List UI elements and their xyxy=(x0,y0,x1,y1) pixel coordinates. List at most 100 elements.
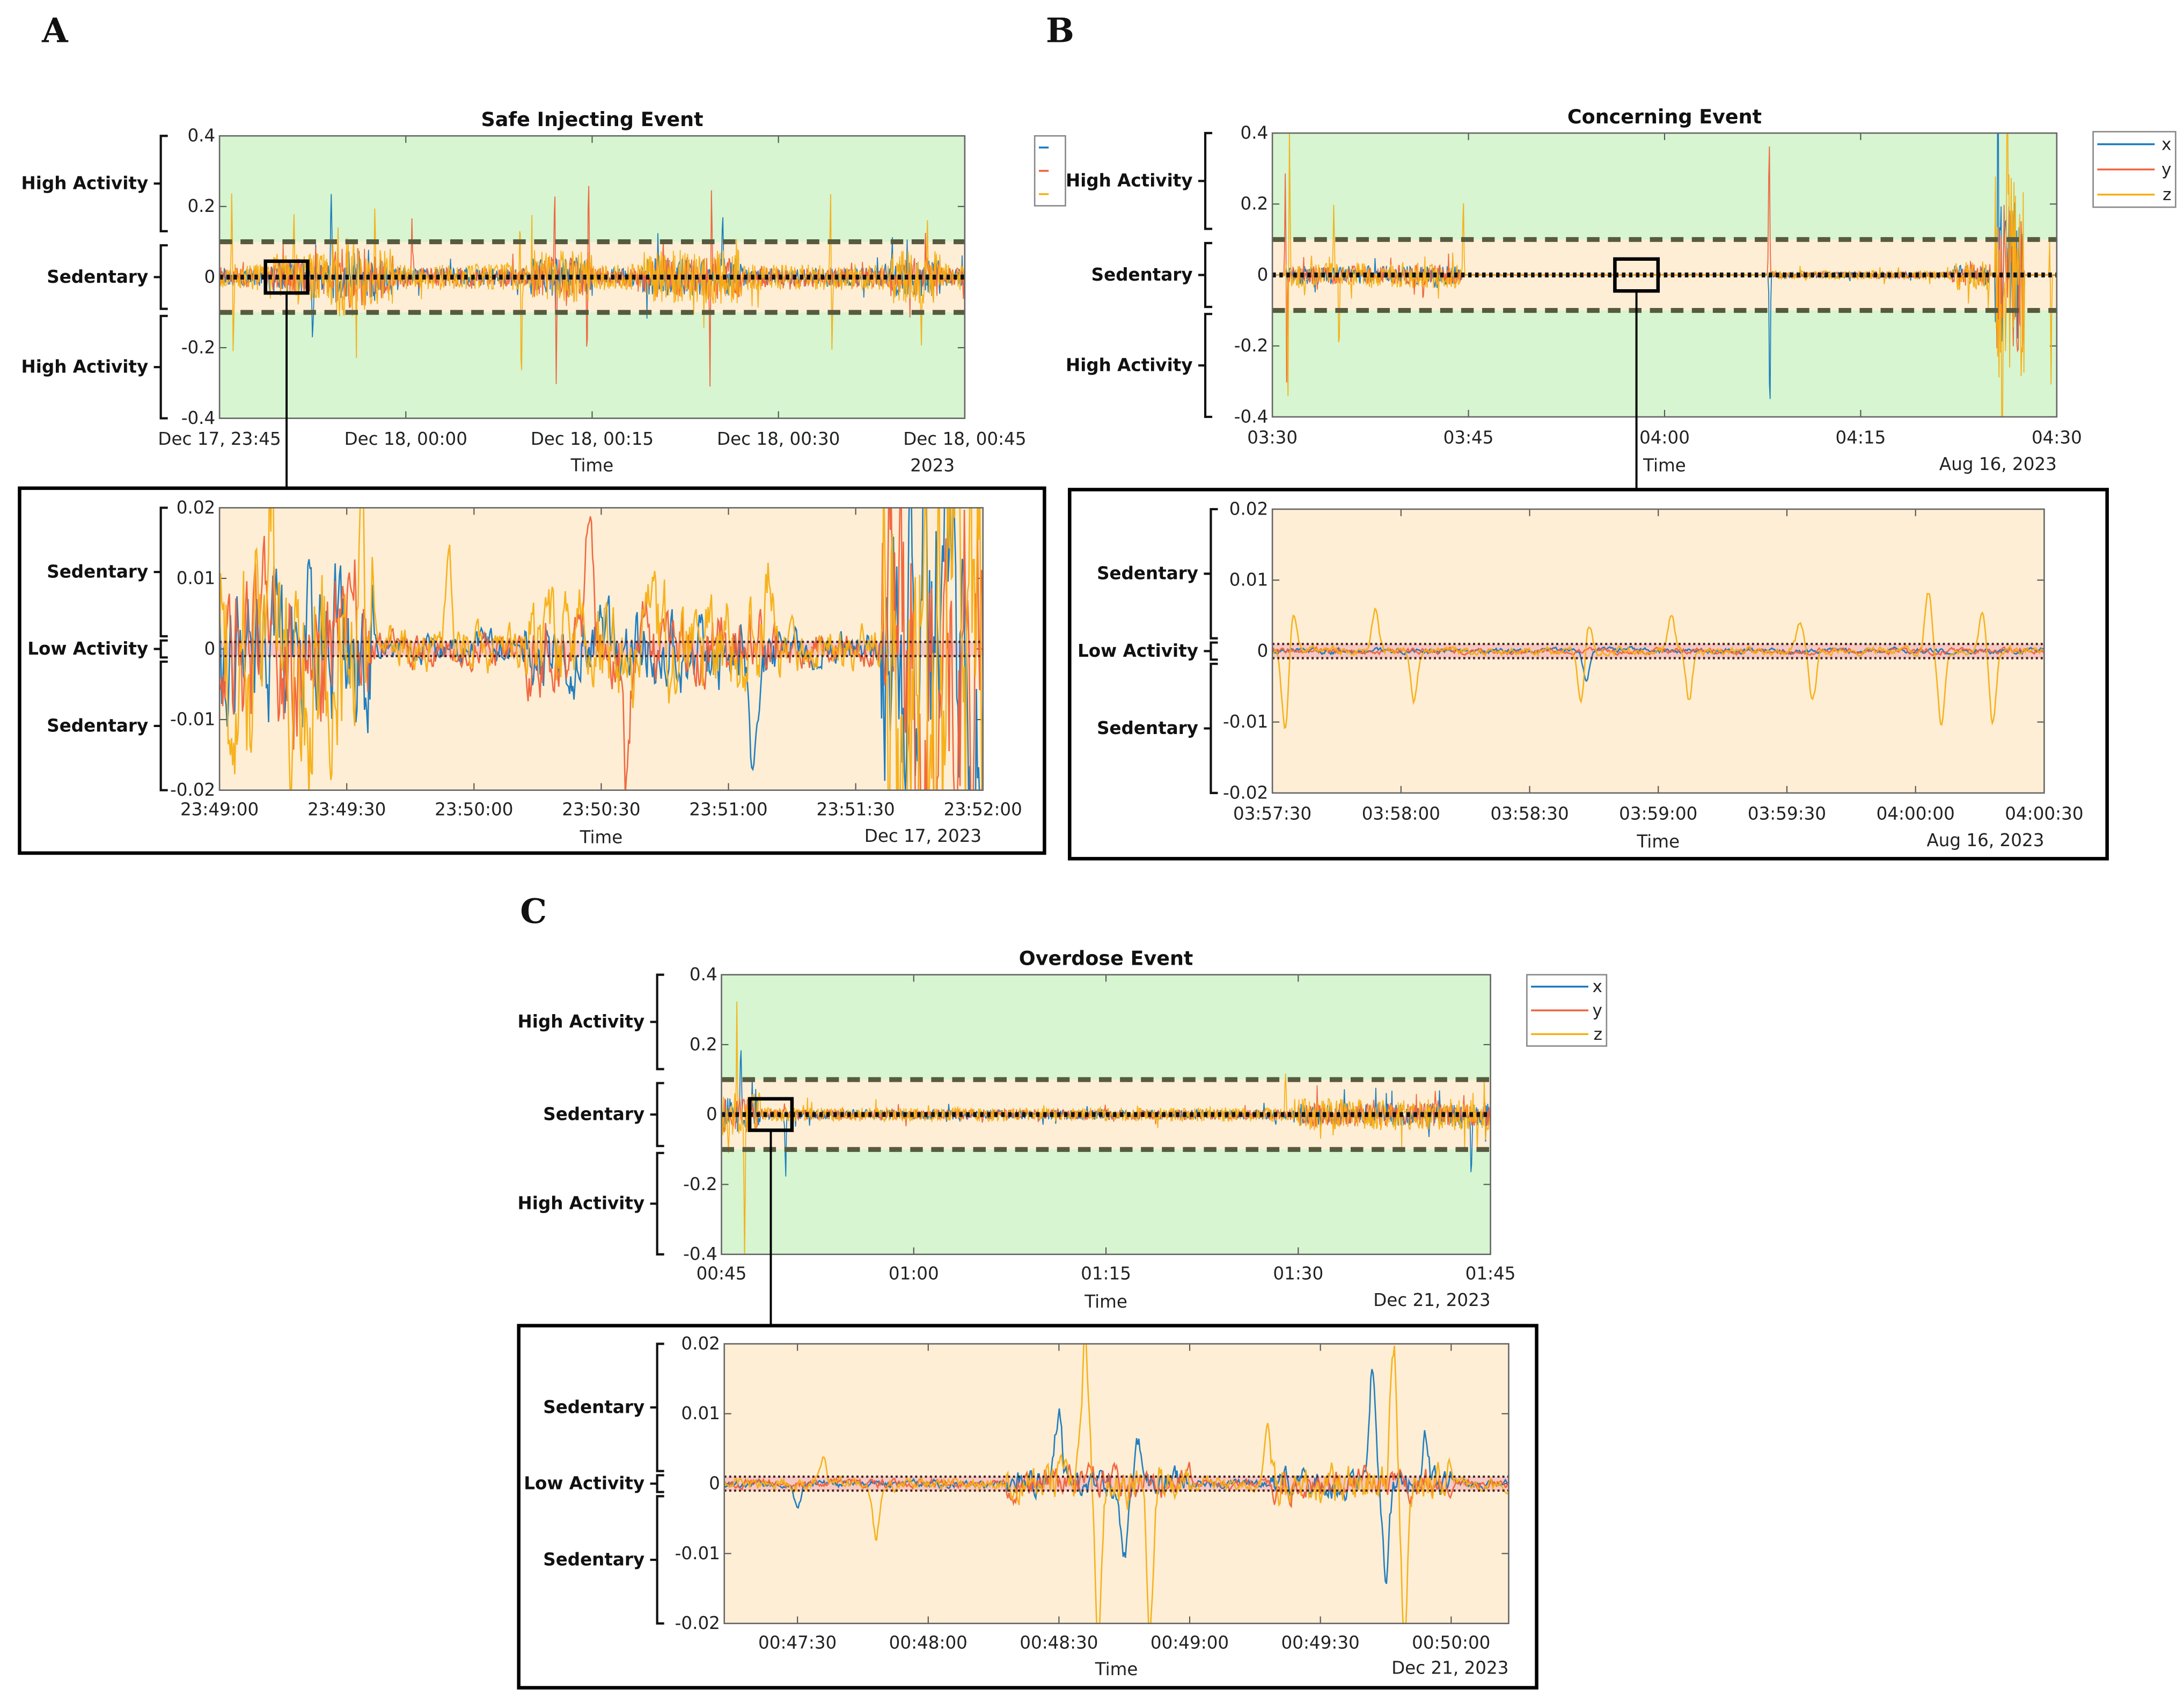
zone-label: Low Activity xyxy=(27,639,148,659)
y-tick-label: 0.4 xyxy=(187,126,215,146)
x-tick-label: 03:59:30 xyxy=(1748,803,1826,824)
legend-label-x: x xyxy=(1593,977,1602,996)
zone-label: Sedentary xyxy=(47,715,148,736)
zone-bracket xyxy=(1204,641,1218,661)
zone-bracket xyxy=(153,507,168,637)
panel-label-c: C xyxy=(520,891,547,931)
x-tick-label: 04:00:30 xyxy=(2005,803,2083,824)
y-tick-label: 0.02 xyxy=(681,1333,720,1354)
zone-label: High Activity xyxy=(21,357,149,377)
zone-bracket xyxy=(650,973,664,1070)
signal-group xyxy=(1272,593,2044,729)
zone-label: Low Activity xyxy=(1078,641,1198,661)
x-tick-label: 03:58:00 xyxy=(1362,803,1440,824)
legend-label-y: y xyxy=(2161,160,2172,179)
x-tick-label: 04:00:00 xyxy=(1877,803,1955,824)
x-tick-label: 00:45 xyxy=(697,1264,747,1284)
y-tick-label: -0.01 xyxy=(675,1543,720,1564)
y-tick-label: 0 xyxy=(1257,641,1269,661)
x-tick-label: 00:48:00 xyxy=(889,1633,968,1653)
zone-label: Sedentary xyxy=(1097,563,1198,584)
zone-bracket xyxy=(153,244,168,310)
zone-label: Sedentary xyxy=(543,1549,644,1569)
y-tick-label: -0.4 xyxy=(1234,406,1269,427)
series-z-line xyxy=(1272,593,2044,729)
zone-bracket xyxy=(1204,663,1218,794)
y-tick-label: 0.2 xyxy=(690,1034,717,1054)
zone-label: Low Activity xyxy=(524,1473,644,1493)
zone-bracket xyxy=(153,135,168,232)
signal-group xyxy=(724,1344,1509,1624)
x-tick-label: Dec 17, 23:45 xyxy=(158,429,281,449)
zone-bracket xyxy=(1198,131,1213,230)
legend: xyz xyxy=(2092,131,2176,208)
x-tick-label: 00:47:30 xyxy=(758,1633,837,1653)
zone-bracket xyxy=(153,314,168,420)
x-tick-label: 00:49:30 xyxy=(1281,1633,1360,1653)
plot-border xyxy=(1271,508,2045,794)
zone-label: High Activity xyxy=(518,1193,645,1214)
x-tick-label: 01:30 xyxy=(1273,1264,1323,1284)
x-tick-label: 04:30 xyxy=(2032,427,2082,447)
y-tick-label: -0.02 xyxy=(170,780,215,800)
zone-bracket xyxy=(650,1495,664,1625)
x-tick-label: 23:51:00 xyxy=(689,799,767,820)
x-tick-label: 03:30 xyxy=(1247,427,1298,447)
legend xyxy=(1034,135,1066,207)
date-label: Dec 21, 2023 xyxy=(1373,1290,1490,1310)
x-tick-label: 23:51:30 xyxy=(817,799,895,820)
x-tick-label: 00:48:30 xyxy=(1020,1633,1098,1653)
chart-title: Concerning Event xyxy=(1567,105,1762,128)
y-tick-label: -0.2 xyxy=(181,337,216,357)
chart-C-main: 0.4 0.2 0 -0.2 -0.400:45 01:00 01:15 01:30 01:45… xyxy=(518,946,1608,1326)
legend-label-y: y xyxy=(1593,1001,1602,1020)
date-label: Dec 21, 2023 xyxy=(1391,1657,1508,1678)
x-tick-label: 23:49:30 xyxy=(307,799,386,820)
y-tick-label: 0 xyxy=(706,1104,717,1125)
x-tick-label: 01:15 xyxy=(1081,1264,1131,1284)
y-tick-label: -0.4 xyxy=(181,408,216,428)
x-tick-label: Dec 18, 00:15 xyxy=(531,429,654,449)
chart-title: Overdose Event xyxy=(1019,946,1193,970)
zone-label: Sedentary xyxy=(47,561,148,582)
x-tick-label: 00:49:00 xyxy=(1150,1633,1229,1653)
y-tick-label: -0.01 xyxy=(170,709,215,730)
date-label: Aug 16, 2023 xyxy=(1926,830,2044,850)
zone-bracket xyxy=(650,1342,664,1472)
x-axis-label: Time xyxy=(580,827,623,848)
series-z-line xyxy=(219,193,965,370)
y-tick-label: 0.02 xyxy=(177,497,216,518)
y-tick-label: 0.2 xyxy=(1241,194,1269,214)
date-label: 2023 xyxy=(910,456,955,476)
y-tick-label: 0 xyxy=(204,267,216,287)
x-tick-label: 03:57:30 xyxy=(1233,803,1311,824)
y-tick-label: -0.02 xyxy=(675,1613,720,1633)
x-tick-label: 04:00 xyxy=(1639,427,1690,447)
y-tick-label: 0.4 xyxy=(690,964,717,985)
x-axis-label: Time xyxy=(1636,831,1680,852)
panel-label-b: B xyxy=(1046,11,1074,50)
zone-label: High Activity xyxy=(21,173,149,193)
zone-bracket xyxy=(153,661,168,791)
panel-label-a: A xyxy=(41,11,69,50)
zone-label: High Activity xyxy=(518,1011,645,1032)
x-tick-label: 23:50:00 xyxy=(435,799,513,820)
y-tick-label: 0.4 xyxy=(1241,122,1269,143)
y-tick-label: 0.02 xyxy=(1229,498,1269,519)
y-tick-label: 0.01 xyxy=(681,1403,720,1423)
x-tick-label: 01:45 xyxy=(1465,1264,1516,1284)
date-label: Dec 17, 2023 xyxy=(864,826,981,846)
x-tick-label: 23:52:00 xyxy=(944,799,1022,820)
zone-label: Sedentary xyxy=(47,267,148,287)
y-tick-label: 0 xyxy=(709,1473,720,1493)
inset-frame xyxy=(517,1324,1538,1690)
zone-bracket xyxy=(650,1151,664,1256)
legend-label-x: x xyxy=(2161,135,2172,154)
series-y-line xyxy=(724,1461,1509,1509)
series-z-line xyxy=(724,1344,1509,1624)
x-tick-label: Dec 18, 00:00 xyxy=(345,429,467,449)
